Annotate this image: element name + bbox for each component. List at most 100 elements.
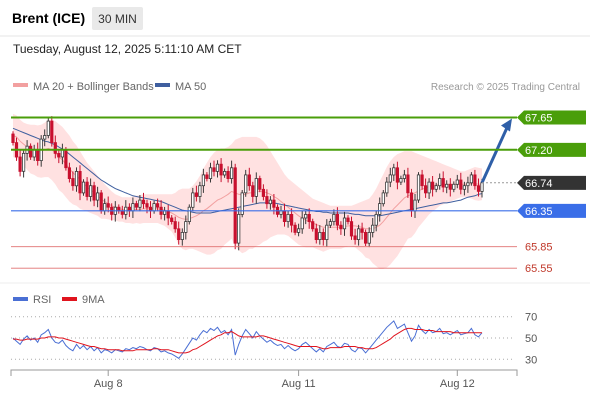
rsi-swatch <box>13 297 28 301</box>
candle <box>402 169 407 183</box>
candle-body <box>293 224 297 233</box>
candle-body <box>289 213 294 226</box>
candle-body <box>60 149 65 158</box>
candle-body <box>43 135 47 140</box>
candle-body <box>201 174 205 187</box>
candle-body <box>96 192 100 201</box>
candle-body <box>455 179 459 185</box>
candle-body <box>476 185 481 192</box>
candle <box>134 200 138 211</box>
level-65-55-label: 65.55 <box>525 263 553 275</box>
candle-body <box>198 185 202 197</box>
candle <box>466 176 470 193</box>
candle-body <box>74 170 79 187</box>
candle-body <box>349 221 354 237</box>
candle-body <box>46 120 50 136</box>
candle-body <box>304 213 308 219</box>
candle <box>307 208 311 229</box>
candle <box>296 223 301 237</box>
candle <box>89 178 93 202</box>
candle <box>311 218 315 232</box>
legend-rsi-ma: 9MA <box>82 294 105 306</box>
projection-arrowhead <box>501 118 512 132</box>
candle <box>184 215 188 240</box>
candle-body <box>106 203 110 208</box>
candle-body <box>371 224 375 233</box>
candle <box>423 178 428 198</box>
candle-body <box>413 199 417 212</box>
candle-body <box>85 181 89 197</box>
candle-body <box>321 231 325 240</box>
candle-body <box>399 178 403 183</box>
level-66-35-label: 66.35 <box>525 206 553 218</box>
candle <box>452 181 456 193</box>
candle <box>455 174 459 189</box>
candle-body <box>177 228 181 241</box>
candle-body <box>346 217 350 222</box>
candle-body <box>469 174 474 184</box>
candle <box>219 158 223 183</box>
candle-body <box>353 235 357 240</box>
candle-body <box>388 174 392 183</box>
level-67-65-badge <box>517 110 586 125</box>
x-axis-ticks: Aug 8 Aug 11 Aug 12 <box>94 370 475 390</box>
candle <box>237 208 241 251</box>
candle-body <box>67 167 71 180</box>
candle <box>416 172 421 203</box>
x-tick-label: Aug 8 <box>94 378 123 390</box>
credit-text: Research © 2025 Trading Central <box>431 82 580 93</box>
candle <box>349 216 354 240</box>
candle-body <box>244 174 248 194</box>
price-levels: 67.65 67.20 66.74 66.35 65.85 65.55 <box>11 110 586 275</box>
candle-body <box>134 203 138 208</box>
candle <box>328 218 333 228</box>
legend-ma20: MA 20 + Bollinger Bands <box>33 81 154 93</box>
candle-body <box>462 185 467 190</box>
candle <box>78 165 82 201</box>
rsi-ma-swatch <box>62 297 77 301</box>
candle <box>177 221 181 245</box>
rsi-tick-30: 30 <box>525 354 537 366</box>
candle-body <box>296 228 301 233</box>
candle-body <box>448 183 452 190</box>
timeframe-label[interactable]: 30 MIN <box>98 12 137 26</box>
candle-body <box>473 174 477 187</box>
candle-body <box>332 213 336 222</box>
candle <box>208 162 213 183</box>
candle <box>173 216 177 233</box>
candle <box>441 171 445 193</box>
candle-body <box>265 196 269 205</box>
candle <box>434 182 438 193</box>
candle-body <box>363 231 368 244</box>
timeframe-badge[interactable] <box>92 7 143 30</box>
candle-body <box>226 170 230 179</box>
candle <box>388 167 392 188</box>
candle <box>215 160 220 178</box>
candle-body <box>378 203 382 215</box>
candle-body <box>427 181 431 194</box>
candle <box>96 186 100 208</box>
legend-ma50: MA 50 <box>175 81 206 93</box>
candle <box>57 149 61 164</box>
candle-body <box>180 231 184 240</box>
candle-body <box>233 167 237 244</box>
candle <box>53 135 57 159</box>
candle-body <box>402 174 407 179</box>
x-axis <box>10 369 518 376</box>
candle-body <box>103 203 107 212</box>
candle <box>247 167 251 191</box>
candle <box>293 222 297 236</box>
candle-body <box>374 213 378 226</box>
candle-body <box>409 192 414 212</box>
candle-body <box>173 221 177 230</box>
candle-body <box>268 199 273 205</box>
candle <box>43 129 47 147</box>
candle-body <box>420 174 424 187</box>
candle <box>251 181 255 203</box>
x-tick-label: Aug 11 <box>282 378 316 390</box>
candle <box>378 197 382 222</box>
candle-body <box>247 174 251 187</box>
candle <box>71 171 75 191</box>
